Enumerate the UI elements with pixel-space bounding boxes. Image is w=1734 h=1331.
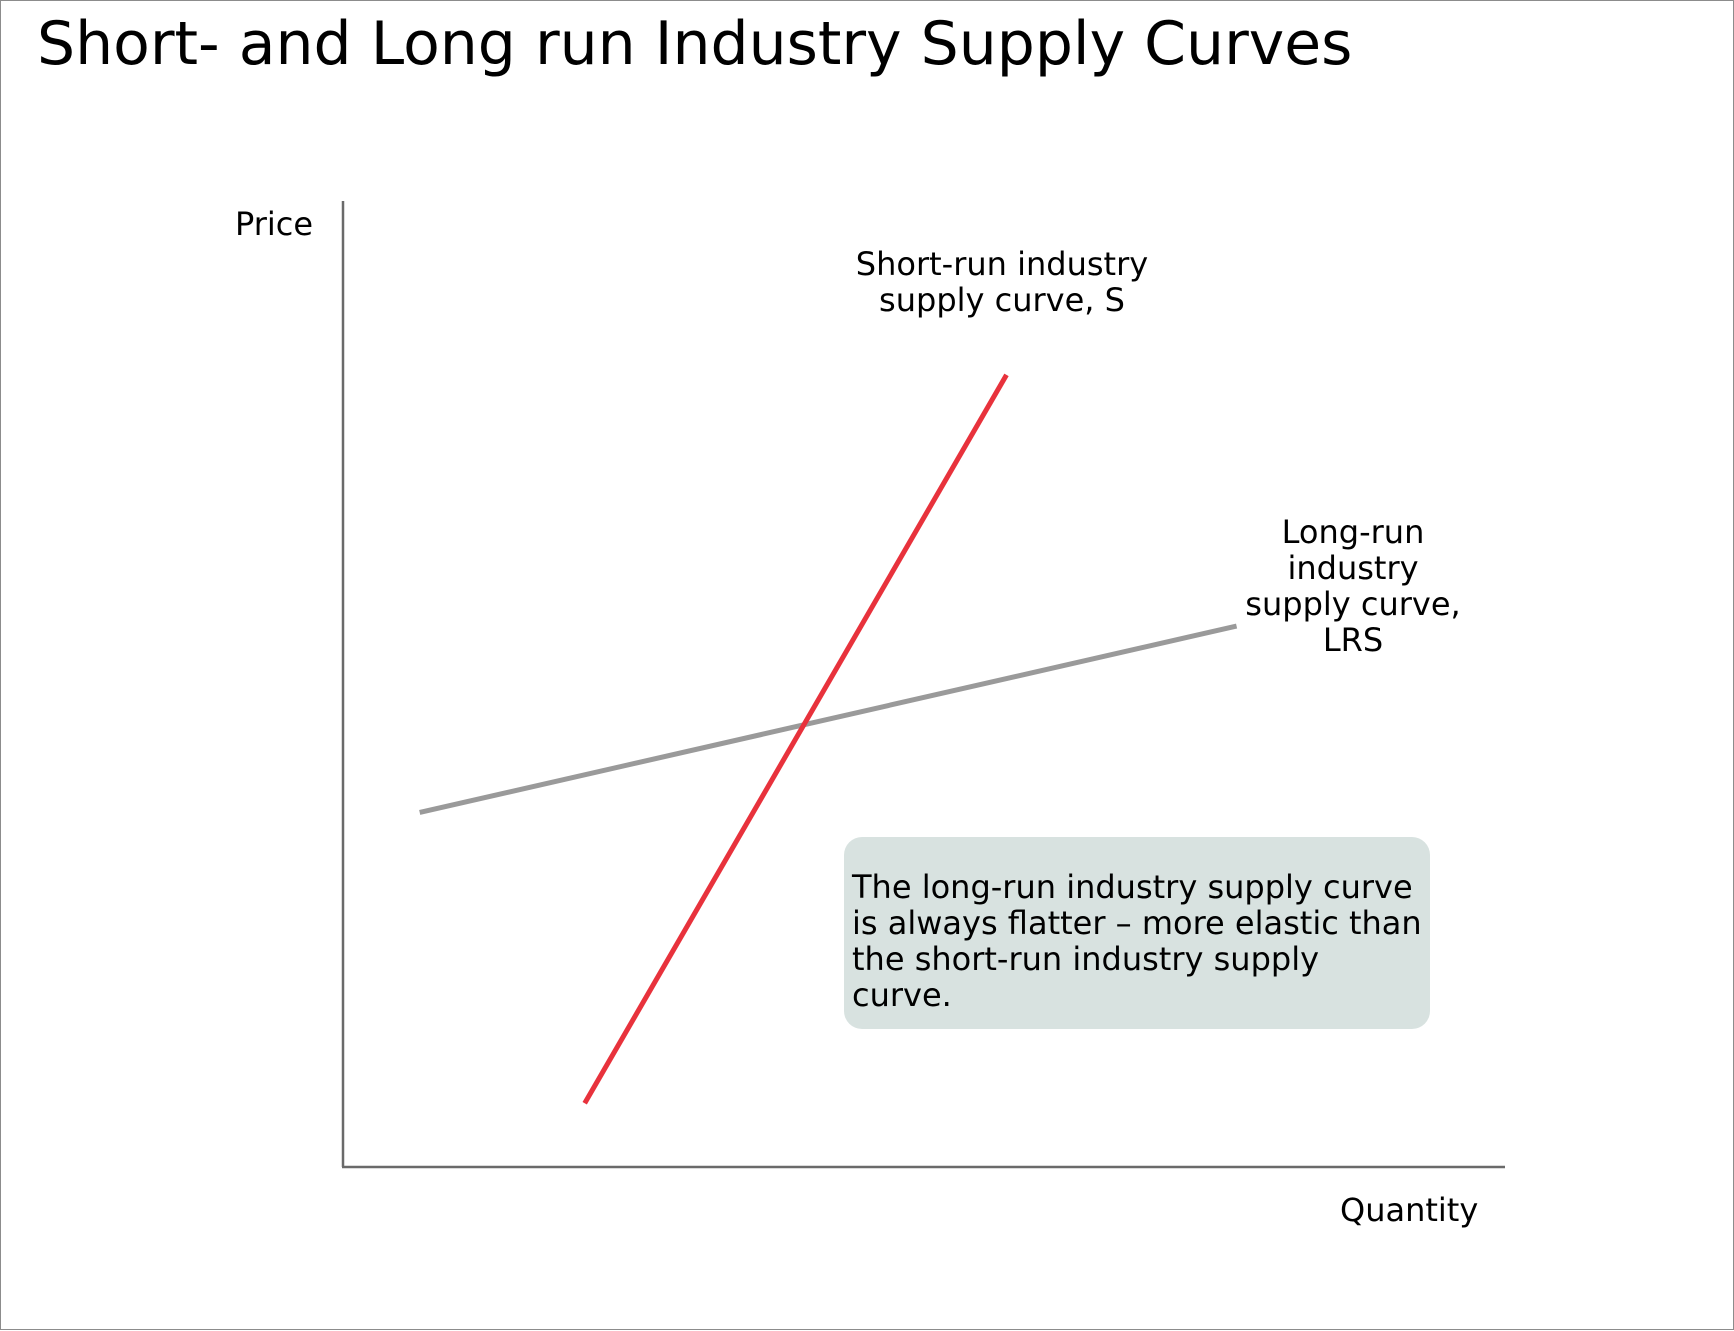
y-axis-label: Price	[235, 205, 314, 243]
elasticity-note: The long-run industry supply curve is al…	[844, 837, 1430, 1029]
short-run-supply-curve	[582, 373, 1009, 1105]
slide-title: Short- and Long run Industry Supply Curv…	[37, 9, 1353, 79]
short-run-curve-label: Short-run industry supply curve, S	[855, 245, 1149, 319]
long-run-curve-label: Long-run industry supply curve, LRS	[1245, 513, 1461, 659]
x-axis-label: Quantity	[1340, 1191, 1479, 1229]
long-run-supply-curve	[419, 623, 1238, 815]
